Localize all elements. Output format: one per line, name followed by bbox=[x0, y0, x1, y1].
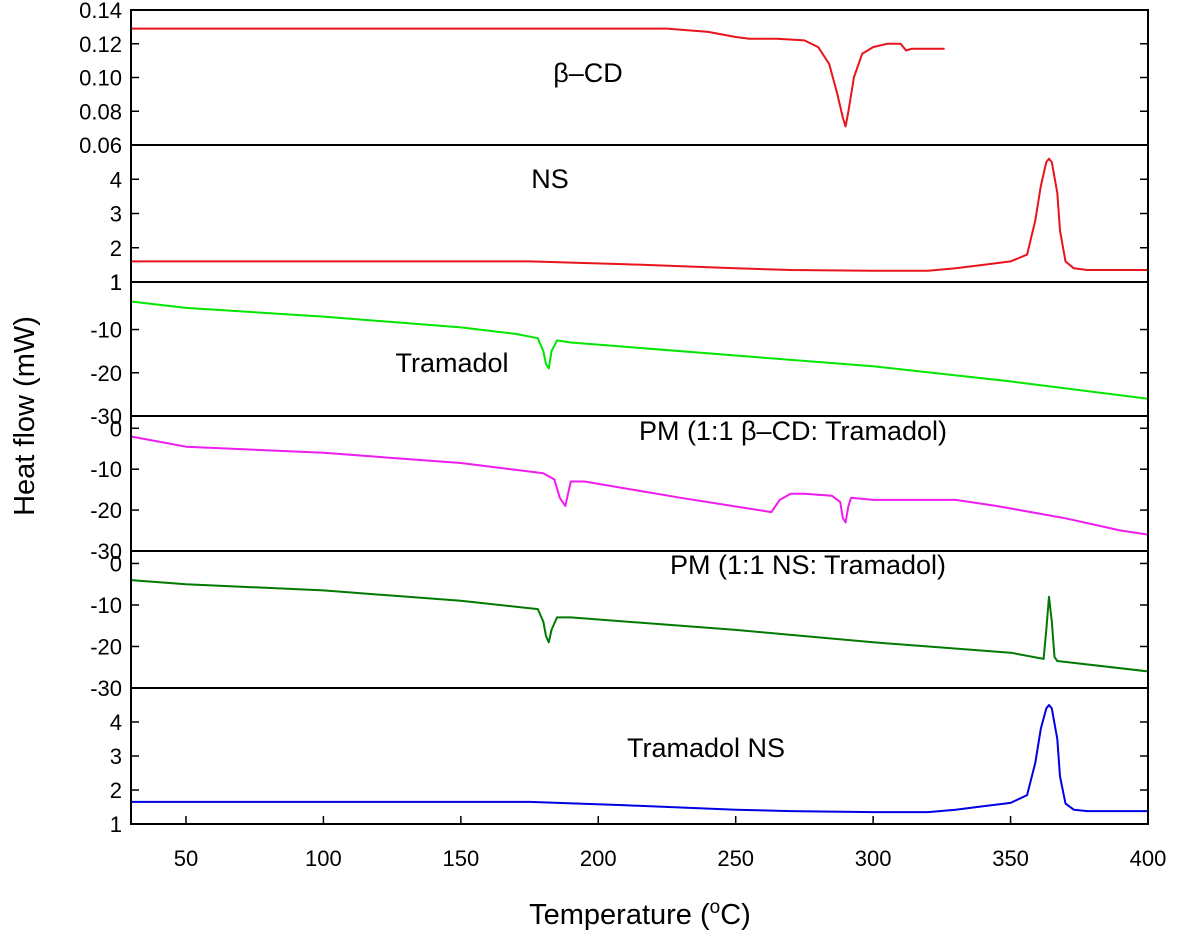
y-tick-label: -20 bbox=[90, 361, 122, 386]
x-tick-label: 250 bbox=[717, 846, 754, 871]
y-tick-label: 4 bbox=[110, 167, 122, 192]
panel-4: -30 -20 -10 0 PM (1:1 β–CD: Tramadol) bbox=[90, 415, 1149, 564]
panel-3: -30 -20 -10 1 Tramadol bbox=[90, 270, 1149, 429]
x-tick-label: 200 bbox=[580, 846, 617, 871]
y-tick-label: 1 bbox=[110, 812, 122, 837]
y-tick-label: -30 bbox=[90, 539, 122, 564]
series-line bbox=[131, 704, 1148, 814]
series-line bbox=[130, 300, 1149, 400]
panels: 0.06 0.08 0.10 0.12 0.14 β–CD 1 2 3 4 NS -30 -20 -10 1… bbox=[79, 0, 1149, 837]
y-tick-label: 0.06 bbox=[79, 133, 122, 158]
y-tick-label: 0.14 bbox=[79, 0, 122, 23]
y-tick-label: 0.10 bbox=[79, 66, 122, 91]
series-line bbox=[130, 435, 1149, 536]
panel-frame bbox=[130, 281, 1149, 417]
panel-frame bbox=[130, 687, 1149, 825]
x-tick-label: 350 bbox=[992, 846, 1029, 871]
y-tick-label: 0.12 bbox=[79, 32, 122, 57]
y-tick-label: 0.08 bbox=[79, 99, 122, 124]
y-tick-label: 2 bbox=[110, 778, 122, 803]
y-tick-label: 2 bbox=[110, 236, 122, 261]
y-tick-label: -30 bbox=[90, 676, 122, 701]
x-axis-title-superscript: o bbox=[710, 897, 721, 918]
panel-label: β–CD bbox=[553, 58, 623, 88]
panel-label: PM (1:1 β–CD: Tramadol) bbox=[639, 416, 947, 446]
series-line bbox=[130, 579, 1149, 673]
y-tick-label: -10 bbox=[90, 318, 122, 343]
y-tick-label: 4 bbox=[110, 710, 122, 735]
x-tick-label: 300 bbox=[855, 846, 892, 871]
panel-5: -30 -20 -10 0 PM (1:1 NS: Tramadol) bbox=[90, 550, 1149, 701]
y-tick-label: -20 bbox=[90, 498, 122, 523]
y-tick-label: -20 bbox=[90, 634, 122, 659]
y-tick-label: 0 bbox=[110, 551, 122, 576]
y-tick-label: -10 bbox=[90, 457, 122, 482]
panel-frame bbox=[130, 550, 1149, 689]
x-tick-label: 150 bbox=[442, 846, 479, 871]
series-line bbox=[131, 27, 945, 128]
y-axis-title: Heat flow (mW) bbox=[9, 316, 41, 516]
panel-6: 1 2 3 4 Tramadol NS bbox=[110, 687, 1149, 837]
panel-label: Tramadol bbox=[395, 348, 508, 378]
panel-2: 1 2 3 4 NS bbox=[110, 144, 1149, 295]
panel-label: NS bbox=[531, 164, 569, 194]
y-tick-label: 1 bbox=[110, 270, 122, 295]
panel-1: 0.06 0.08 0.10 0.12 0.14 β–CD bbox=[79, 0, 1149, 158]
y-tick-label: 3 bbox=[110, 744, 122, 769]
x-tick-label: 50 bbox=[174, 846, 198, 871]
panel-label: PM (1:1 NS: Tramadol) bbox=[670, 550, 946, 580]
panel-label: Tramadol NS bbox=[627, 733, 785, 763]
y-tick-label: -10 bbox=[90, 593, 122, 618]
series-line bbox=[131, 157, 1148, 272]
y-tick-label: 3 bbox=[110, 202, 122, 227]
x-axis-title-end: C) bbox=[720, 899, 751, 931]
x-axis-title-main: Temperature ( bbox=[529, 899, 710, 931]
x-axis: 50 100 150 200 250 300 350 400 bbox=[174, 816, 1167, 871]
panel-frame bbox=[130, 9, 1149, 146]
x-axis-title: Temperature (oC) bbox=[529, 897, 751, 931]
x-tick-label: 400 bbox=[1130, 846, 1167, 871]
y-tick-label: 0 bbox=[110, 416, 122, 441]
y-tick-label: 1 bbox=[110, 270, 122, 295]
x-tick-label: 100 bbox=[305, 846, 342, 871]
y-tick-label: -30 bbox=[90, 404, 122, 429]
